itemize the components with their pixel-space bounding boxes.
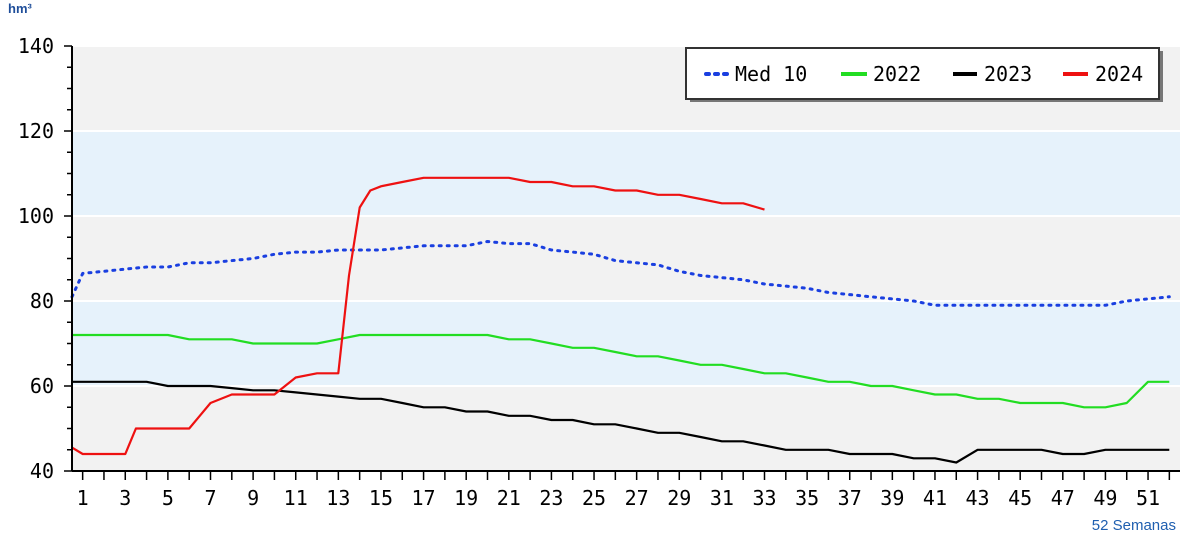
y-unit-label: hm³ xyxy=(8,1,33,16)
x-axis-ticks: 1 3 5 7 9 11 13 15 17 19 21 23 25 27 29 31 33 35 37 39 41 43 4… xyxy=(77,471,1171,510)
x-tick-label: 5 xyxy=(162,486,174,510)
legend-label-2022: 2022 xyxy=(873,62,921,86)
x-tick-label: 27 xyxy=(625,486,649,510)
x-tick-label: 39 xyxy=(880,486,904,510)
x-tick-label: 3 xyxy=(119,486,131,510)
x-tick-label: 9 xyxy=(247,486,259,510)
y-tick-label: 60 xyxy=(30,374,54,398)
series-line-2023 xyxy=(72,380,1170,464)
x-tick-label: 15 xyxy=(369,486,393,510)
x-tick-label: 49 xyxy=(1093,486,1117,510)
x-tick-label: 37 xyxy=(838,486,862,510)
x-tick-label: 51 xyxy=(1136,486,1160,510)
series-line-2022 xyxy=(72,333,1170,409)
y-tick-label: 120 xyxy=(18,119,54,143)
gridlines xyxy=(72,45,1180,387)
x-axis-title: 52 Semanas xyxy=(1092,517,1176,534)
x-tick-label: 17 xyxy=(412,486,436,510)
legend-label-2024: 2024 xyxy=(1095,62,1143,86)
x-tick-label: 21 xyxy=(497,486,521,510)
series-layer xyxy=(70,176,1171,464)
x-tick-label: 1 xyxy=(77,486,89,510)
series-line-med10 xyxy=(70,240,1171,307)
x-tick-label: 29 xyxy=(667,486,691,510)
legend: Med 10 2022 2023 2024 xyxy=(685,47,1163,102)
x-tick-label: 23 xyxy=(539,486,563,510)
y-tick-label: 140 xyxy=(18,34,54,58)
x-tick-label: 11 xyxy=(284,486,308,510)
y-axis-ticks: 40 60 80 100 120 140 xyxy=(18,34,72,483)
legend-label-med10: Med 10 xyxy=(735,62,807,86)
x-tick-label: 45 xyxy=(1008,486,1032,510)
band-1 xyxy=(72,131,1180,216)
x-tick-label: 33 xyxy=(752,486,776,510)
x-tick-label: 13 xyxy=(326,486,350,510)
x-tick-label: 41 xyxy=(923,486,947,510)
x-tick-label: 25 xyxy=(582,486,606,510)
series-line-2024 xyxy=(71,176,765,456)
y-tick-label: 80 xyxy=(30,289,54,313)
x-tick-label: 19 xyxy=(454,486,478,510)
plot-background xyxy=(72,46,1180,471)
x-tick-label: 43 xyxy=(966,486,990,510)
x-tick-label: 31 xyxy=(710,486,734,510)
plot-area xyxy=(70,45,1180,471)
x-tick-label: 47 xyxy=(1051,486,1075,510)
legend-label-2023: 2023 xyxy=(984,62,1032,86)
bands xyxy=(72,131,1180,386)
y-tick-label: 100 xyxy=(18,204,54,228)
band-0 xyxy=(72,301,1180,386)
x-tick-label: 35 xyxy=(795,486,819,510)
x-tick-label: 7 xyxy=(204,486,216,510)
y-tick-label: 40 xyxy=(30,459,54,483)
